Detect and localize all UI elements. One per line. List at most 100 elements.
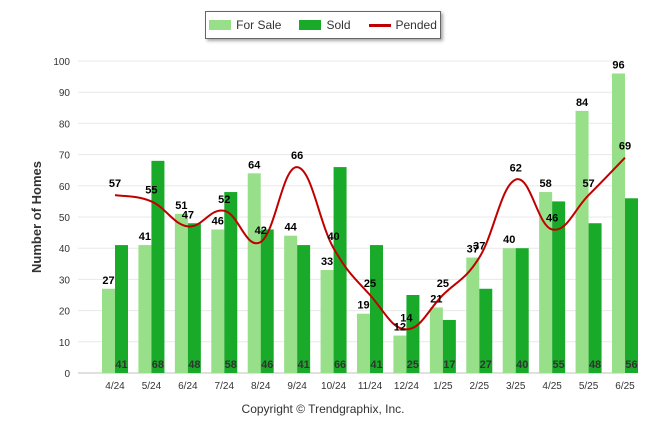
bar-sold: [588, 223, 602, 373]
y-axis-label: Number of Homes: [29, 161, 44, 273]
data-label-pended: 55: [145, 184, 157, 196]
data-label-sold: 17: [443, 359, 455, 371]
data-label-for-sale: 51: [175, 200, 187, 212]
data-label-sold: 66: [334, 359, 346, 371]
y-tick-label: 30: [59, 275, 71, 286]
y-tick-label: 60: [59, 182, 71, 193]
data-label-for-sale: 40: [503, 234, 515, 246]
data-label-sold: 48: [589, 359, 601, 371]
data-label-pended: 42: [255, 225, 267, 237]
data-label-sold: 41: [115, 359, 127, 371]
x-tick-label: 5/25: [579, 381, 599, 392]
data-label-for-sale: 64: [248, 159, 261, 171]
bar-for-sale: [174, 213, 188, 373]
y-tick-label: 40: [59, 244, 71, 255]
bar-sold: [515, 248, 529, 373]
x-tick-label: 6/24: [178, 381, 198, 392]
data-label-sold: 68: [152, 359, 164, 371]
legend-swatch-for-sale: [209, 20, 232, 30]
bar-sold: [333, 167, 347, 373]
data-label-pended: 46: [546, 212, 558, 224]
bar-sold: [297, 245, 311, 373]
data-label-for-sale: 21: [430, 293, 442, 305]
x-tick-label: 1/25: [433, 381, 453, 392]
data-label-for-sale: 37: [467, 244, 479, 256]
legend-item-sold[interactable]: Sold: [299, 18, 351, 32]
bar-sold: [406, 295, 420, 373]
legend-item-for-sale[interactable]: For Sale: [209, 18, 281, 32]
data-label-pended: 40: [327, 231, 339, 243]
x-tick-label: 8/24: [251, 381, 271, 392]
data-label-pended: 25: [364, 278, 376, 290]
bar-for-sale: [466, 257, 480, 373]
bar-for-sale: [320, 270, 334, 373]
legend-swatch-sold: [299, 20, 322, 30]
data-label-pended: 25: [437, 278, 449, 290]
x-tick-label: 12/24: [394, 381, 419, 392]
data-label-sold: 40: [516, 359, 528, 371]
data-label-pended: 57: [109, 178, 121, 190]
bar-sold: [115, 245, 128, 373]
data-label-for-sale: 58: [540, 178, 552, 190]
bar-sold: [625, 198, 638, 373]
data-label-sold: 46: [261, 359, 273, 371]
data-label-sold: 41: [370, 359, 382, 371]
x-tick-label: 6/25: [615, 381, 635, 392]
y-tick-label: 20: [59, 307, 71, 318]
pended-line-path: [114, 157, 626, 331]
data-label-pended: 37: [473, 241, 485, 253]
data-label-for-sale: 33: [321, 256, 333, 268]
bar-sold: [260, 229, 274, 373]
data-label-pended: 47: [182, 209, 194, 221]
x-tick-label: 3/25: [506, 381, 526, 392]
data-label-pended: 14: [400, 312, 413, 324]
bar-for-sale: [211, 229, 225, 373]
x-tick-label: 9/24: [287, 381, 307, 392]
data-label-for-sale: 12: [394, 322, 406, 334]
bar-sold: [442, 319, 456, 373]
bar-sold: [151, 160, 165, 373]
legend-label-pended: Pended: [395, 18, 437, 32]
bar-for-sale: [502, 248, 516, 373]
grid-lines: [78, 60, 624, 374]
data-label-pended: 69: [619, 141, 631, 153]
y-tick-label: 80: [59, 119, 71, 130]
data-label-pended: 57: [582, 178, 594, 190]
bar-for-sale: [138, 245, 152, 373]
y-tick-label: 10: [59, 338, 71, 349]
y-axis: 0 10 20 30 40 50 60 70 80 90 100: [53, 57, 70, 380]
data-label-sold: 25: [407, 359, 419, 371]
data-label-sold: 41: [298, 359, 310, 371]
bar-for-sale: [393, 335, 407, 373]
data-label-for-sale: 27: [102, 275, 114, 287]
x-tick-label: 5/24: [142, 381, 162, 392]
x-tick-label: 11/24: [358, 381, 383, 392]
data-label-for-sale: 19: [357, 300, 369, 312]
data-label-sold: 58: [225, 359, 237, 371]
data-label-pended: 52: [218, 194, 230, 206]
x-tick-label: 2/25: [470, 381, 490, 392]
bar-sold: [479, 288, 493, 373]
x-tick-label: 4/24: [105, 381, 125, 392]
data-label-sold: 55: [553, 359, 565, 371]
y-tick-label: 90: [59, 88, 71, 99]
bar-for-sale: [429, 307, 443, 373]
legend-item-pended[interactable]: Pended: [368, 18, 437, 32]
y-tick-label: 100: [53, 57, 70, 68]
y-tick-label: 0: [64, 369, 70, 380]
bar-for-sale: [539, 192, 553, 373]
data-label-for-sale: 84: [576, 97, 589, 109]
y-tick-label: 50: [59, 213, 71, 224]
data-label-sold: 56: [625, 359, 637, 371]
legend-swatch-pended: [368, 23, 391, 27]
x-axis: 4/24 5/24 6/24 7/24 8/24 9/24 10/24 11/24 12/24 1…: [105, 381, 635, 392]
bar-for-sale: [357, 313, 370, 373]
legend-label-for-sale: For Sale: [236, 18, 282, 32]
data-labels: 27 41 41 68 51 48 46 58 64 46 44 41 33 66 19 41 12 25 21 17…: [102, 59, 637, 371]
bar-for-sale: [284, 235, 298, 373]
bar-sold: [552, 201, 566, 373]
bar-sold: [370, 245, 383, 373]
y-tick-label: 70: [59, 151, 71, 162]
data-label-for-sale: 44: [285, 222, 298, 234]
